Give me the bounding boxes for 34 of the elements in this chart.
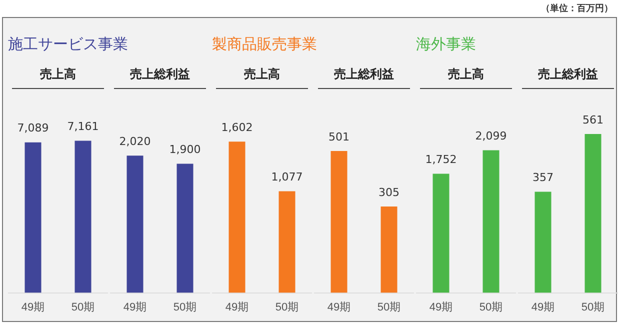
x-tick-label: 49期: [429, 301, 453, 314]
data-label: 357: [532, 171, 554, 184]
data-label: 1,900: [169, 143, 201, 156]
data-label: 1,077: [271, 170, 303, 184]
data-label: 7,089: [17, 122, 49, 135]
chart-subtitle: 売上高: [12, 66, 104, 89]
x-tick-label: 49期: [21, 301, 45, 314]
chart-title: 施工サービス事業: [8, 35, 128, 54]
x-tick-label: 50期: [173, 301, 197, 314]
x-tick-label: 49期: [123, 301, 147, 314]
data-label: 501: [328, 130, 350, 144]
data-label: 1,602: [221, 121, 253, 134]
x-tick-label: 49期: [225, 301, 249, 314]
data-label: 2,020: [119, 134, 151, 148]
chart-subtitle: 売上総利益: [114, 66, 206, 89]
chart-subtitle: 売上高: [420, 66, 512, 89]
chart-subtitle: 売上総利益: [522, 66, 614, 89]
chart-subtitle: 売上総利益: [318, 66, 410, 89]
chart-subtitle: 売上高: [216, 66, 308, 89]
x-tick-label: 49期: [531, 301, 555, 314]
chart-title: 製商品販売事業: [212, 35, 317, 54]
data-label: 1,752: [425, 153, 457, 166]
data-label: 305: [378, 186, 400, 199]
text: （単位：百万円）: [541, 2, 613, 15]
x-tick-label: 50期: [71, 301, 95, 314]
chart-title: 海外事業: [416, 35, 476, 54]
x-tick-label: 50期: [275, 301, 299, 314]
data-label: 561: [582, 113, 604, 126]
x-tick-label: 50期: [479, 301, 503, 314]
x-tick-label: 49期: [327, 301, 351, 314]
x-tick-label: 50期: [581, 301, 605, 314]
x-tick-label: 50期: [377, 301, 401, 314]
data-label: 7,161: [67, 120, 99, 134]
data-label: 2,099: [475, 130, 507, 143]
